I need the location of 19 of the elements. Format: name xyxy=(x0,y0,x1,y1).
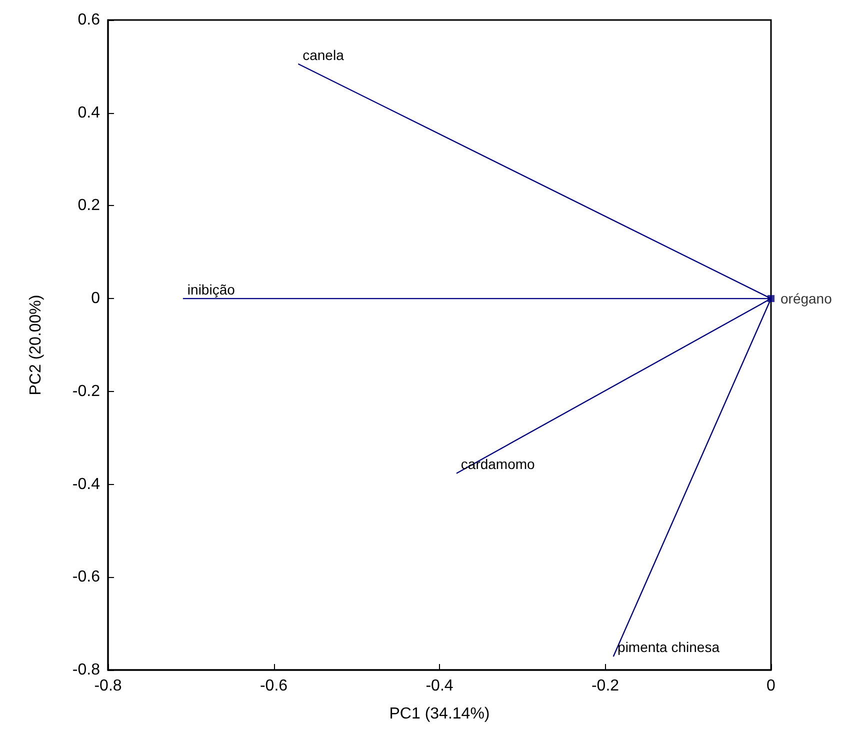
y-tick-label: 0.6 xyxy=(78,12,100,28)
series-label: inibição xyxy=(187,282,236,298)
y-tick-label: -0.2 xyxy=(72,382,100,400)
series-label: canela xyxy=(302,47,344,64)
x-axis-title: PC1 (34.14%) xyxy=(389,706,490,722)
series-label: pimenta chinesa xyxy=(618,639,720,656)
x-tick-label: -0.6 xyxy=(260,678,288,694)
x-tick-label: -0.2 xyxy=(591,678,620,694)
y-tick-label: 0 xyxy=(91,290,100,308)
y-tick-label: -0.8 xyxy=(72,662,100,678)
y-tick-label: 0.2 xyxy=(78,197,100,214)
y-tick-label: -0.4 xyxy=(72,476,100,493)
x-tick-label: 0 xyxy=(766,678,776,694)
series-label: orégano xyxy=(780,290,832,307)
x-tick-label: -0.4 xyxy=(426,678,454,694)
x-tick-label: -0.8 xyxy=(94,678,122,694)
y-tick-label: 0.4 xyxy=(78,104,100,122)
y-tick-label: -0.6 xyxy=(72,568,100,586)
y-axis-title: PC2 (20.00%) xyxy=(28,294,44,396)
